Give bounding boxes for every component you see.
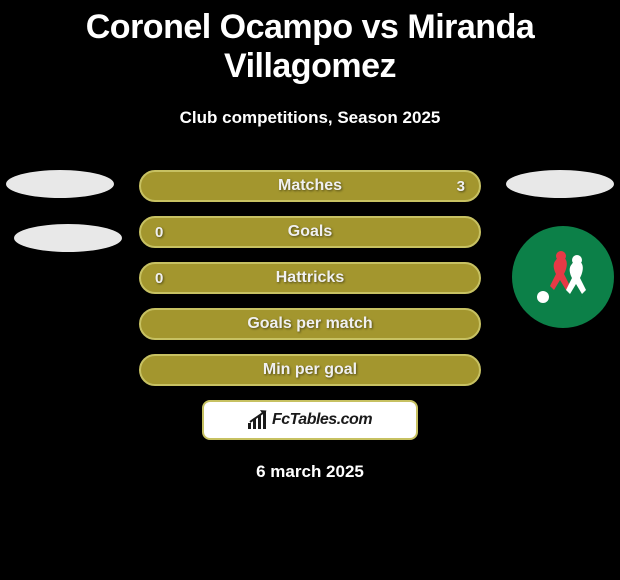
player-right-logo xyxy=(512,226,614,328)
subtitle: Club competitions, Season 2025 xyxy=(0,108,620,128)
stat-label: Matches xyxy=(278,177,342,195)
comparison-card: Coronel Ocampo vs Miranda Villagomez Clu… xyxy=(0,0,620,580)
stat-label: Min per goal xyxy=(263,361,357,379)
stat-row-min-per-goal: Min per goal xyxy=(139,354,481,386)
stat-row-goals: 0 Goals xyxy=(139,216,481,248)
badge-text: FcTables.com xyxy=(272,411,372,429)
stat-label: Goals per match xyxy=(247,315,372,333)
stat-left-value: 0 xyxy=(155,270,163,287)
page-title: Coronel Ocampo vs Miranda Villagomez xyxy=(0,0,620,86)
chart-icon xyxy=(248,411,270,429)
stat-label: Hattricks xyxy=(276,269,344,287)
stat-right-value: 3 xyxy=(457,178,465,195)
stat-row-goals-per-match: Goals per match xyxy=(139,308,481,340)
stat-row-matches: Matches 3 xyxy=(139,170,481,202)
badge-content: FcTables.com xyxy=(248,411,372,429)
stat-left-value: 0 xyxy=(155,224,163,241)
source-badge: FcTables.com xyxy=(202,400,418,440)
player-right-avatar-1 xyxy=(506,170,614,198)
stat-label: Goals xyxy=(288,223,332,241)
stat-row-hattricks: 0 Hattricks xyxy=(139,262,481,294)
player-left-avatar-1 xyxy=(6,170,114,198)
date-label: 6 march 2025 xyxy=(0,462,620,482)
player-left-avatar-2 xyxy=(14,224,122,252)
comparison-body: Matches 3 0 Goals 0 Hattricks Goals per … xyxy=(0,170,620,482)
soccer-players-icon xyxy=(528,242,598,312)
